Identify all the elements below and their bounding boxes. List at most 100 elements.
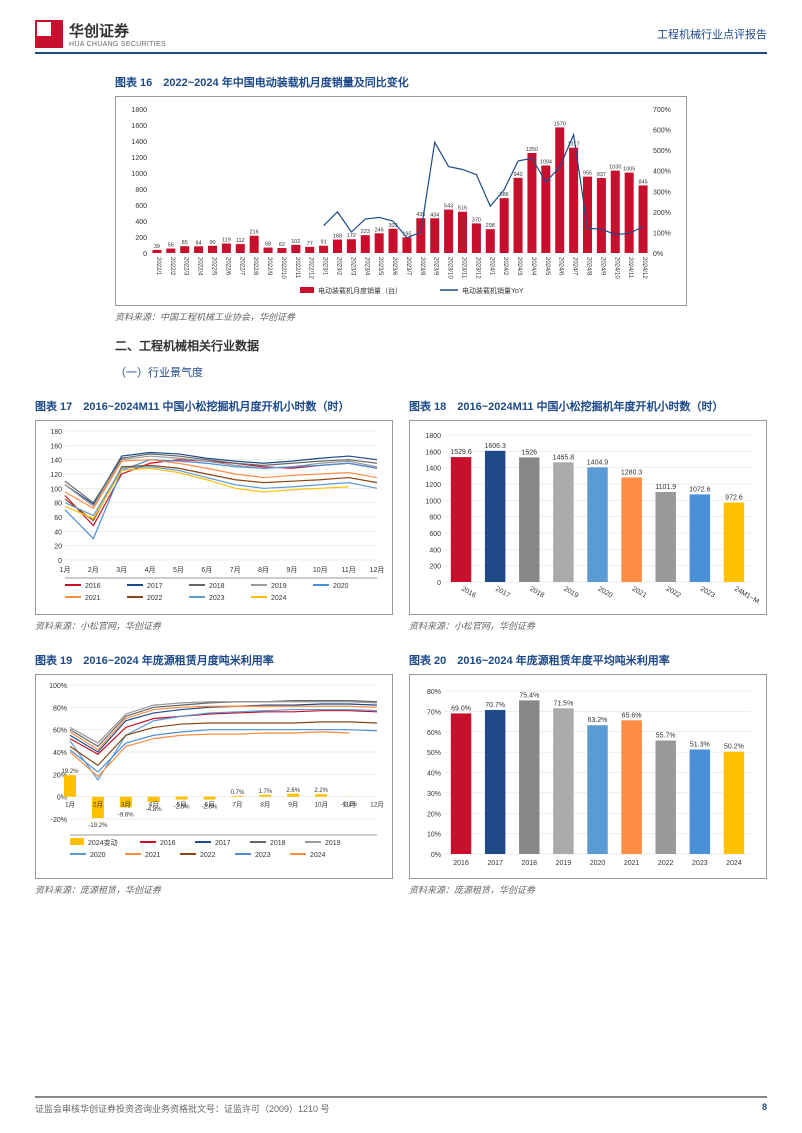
svg-text:30%: 30% — [427, 791, 441, 798]
svg-text:80%: 80% — [427, 689, 441, 696]
svg-text:电动装载机月度销量（台）: 电动装载机月度销量（台） — [318, 286, 402, 295]
svg-text:2023/6: 2023/6 — [391, 257, 397, 276]
svg-text:102: 102 — [291, 239, 300, 245]
svg-text:2021: 2021 — [624, 860, 640, 867]
svg-text:2023: 2023 — [692, 860, 708, 867]
chart20-source: 资料来源：庞源租赁，华创证券 — [409, 883, 767, 896]
svg-text:370: 370 — [472, 217, 481, 223]
svg-text:2021: 2021 — [145, 852, 161, 859]
svg-text:71.5%: 71.5% — [553, 700, 573, 707]
svg-text:2022/9: 2022/9 — [266, 257, 272, 276]
svg-text:1094: 1094 — [540, 159, 552, 165]
svg-text:2018: 2018 — [209, 583, 225, 590]
svg-text:20%: 20% — [427, 811, 441, 818]
chart19-title: 图表 19 2016~2024 年庞源租赁月度吨米利用率 — [35, 652, 393, 668]
svg-text:543: 543 — [444, 204, 453, 210]
svg-text:0: 0 — [58, 558, 62, 565]
chart17-title: 图表 17 2016~2024M11 中国小松挖掘机月度开机小时数（时） — [35, 398, 393, 414]
svg-text:2022: 2022 — [147, 595, 163, 602]
svg-text:298: 298 — [486, 223, 495, 229]
svg-text:2023/8: 2023/8 — [419, 257, 425, 276]
svg-text:40: 40 — [54, 529, 62, 536]
svg-text:2.6%: 2.6% — [286, 788, 300, 794]
svg-text:800: 800 — [135, 187, 147, 194]
svg-text:11月: 11月 — [342, 801, 355, 809]
svg-text:434: 434 — [430, 212, 439, 218]
svg-text:12月: 12月 — [370, 566, 385, 574]
svg-text:2023/1: 2023/1 — [322, 257, 328, 276]
svg-text:20: 20 — [54, 544, 62, 551]
svg-text:112: 112 — [236, 238, 245, 244]
svg-text:400: 400 — [429, 547, 441, 554]
svg-text:1404.9: 1404.9 — [587, 459, 609, 466]
svg-text:70%: 70% — [427, 709, 441, 716]
svg-text:2024/2: 2024/2 — [502, 257, 508, 276]
svg-text:85: 85 — [182, 240, 188, 246]
svg-text:68: 68 — [265, 242, 271, 248]
svg-text:9月: 9月 — [288, 801, 298, 809]
svg-text:2021: 2021 — [631, 586, 648, 600]
svg-text:55.7%: 55.7% — [656, 733, 676, 740]
svg-text:2020: 2020 — [90, 852, 106, 859]
svg-text:100%: 100% — [653, 230, 671, 237]
chart18: 0200400600800100012001400160018001529.62… — [409, 420, 767, 615]
svg-text:100: 100 — [50, 486, 62, 493]
chart16-title: 图表 16 2022~2024 年中国电动装载机月度销量及同比变化 — [115, 74, 687, 90]
svg-text:2024/5: 2024/5 — [544, 257, 550, 276]
svg-text:39: 39 — [154, 244, 160, 250]
chart20: 0%10%20%30%40%50%60%70%80%69.0%201670.7%… — [409, 674, 767, 879]
svg-text:2023: 2023 — [209, 595, 225, 602]
footer: 证监会审核华创证券投资咨询业务资格批文号：证监许可（2009）1210 号 8 — [35, 1096, 767, 1115]
svg-text:2023/3: 2023/3 — [349, 257, 355, 276]
svg-text:2019: 2019 — [325, 840, 341, 847]
svg-text:1529.6: 1529.6 — [450, 449, 472, 456]
svg-text:100%: 100% — [49, 683, 67, 690]
logo-cn: 华创证券 — [69, 20, 166, 41]
svg-text:2023/9: 2023/9 — [433, 257, 439, 276]
svg-text:2024/1: 2024/1 — [488, 257, 494, 276]
svg-text:2019: 2019 — [271, 583, 287, 590]
svg-text:845: 845 — [638, 179, 647, 185]
svg-text:1000: 1000 — [131, 171, 147, 178]
svg-text:6月: 6月 — [204, 801, 214, 809]
svg-text:62: 62 — [279, 242, 285, 248]
svg-text:2022/6: 2022/6 — [224, 257, 230, 276]
header-right: 工程机械行业点评报告 — [657, 26, 767, 42]
svg-text:1600: 1600 — [425, 449, 441, 456]
svg-text:2024/10: 2024/10 — [613, 257, 619, 279]
svg-text:7月: 7月 — [230, 566, 241, 574]
svg-text:2020: 2020 — [333, 583, 349, 590]
chart19: -20%0%20%40%60%80%100%19.2%-19.2%-9.6%-4… — [35, 674, 393, 879]
logo: 华创证券 HUA CHUANG SECURITIES — [35, 20, 166, 48]
svg-text:2022/7: 2022/7 — [238, 257, 244, 276]
chart19-source: 资料来源：庞源租赁，华创证券 — [35, 883, 393, 896]
svg-text:0: 0 — [437, 580, 441, 587]
svg-text:120: 120 — [50, 472, 62, 479]
svg-text:2024/8: 2024/8 — [586, 257, 592, 276]
svg-text:246: 246 — [375, 227, 384, 233]
svg-text:940: 940 — [513, 172, 522, 178]
svg-text:-19.2%: -19.2% — [88, 823, 108, 829]
svg-text:2020: 2020 — [597, 586, 614, 600]
svg-text:8月: 8月 — [258, 566, 269, 574]
svg-text:400: 400 — [135, 219, 147, 226]
svg-text:955: 955 — [583, 171, 592, 177]
svg-text:2024/6: 2024/6 — [558, 257, 564, 276]
svg-text:77: 77 — [307, 241, 313, 247]
svg-text:1526: 1526 — [521, 449, 537, 456]
svg-text:2022: 2022 — [665, 586, 682, 600]
svg-text:12月: 12月 — [370, 801, 384, 809]
svg-text:2017: 2017 — [487, 860, 503, 867]
svg-text:4月: 4月 — [149, 801, 159, 809]
svg-text:1280.3: 1280.3 — [621, 469, 643, 476]
svg-text:180: 180 — [50, 429, 62, 436]
svg-text:5月: 5月 — [177, 801, 187, 809]
svg-text:937: 937 — [597, 172, 606, 178]
chart16-source: 资料来源：中国工程机械工业协会，华创证券 — [115, 310, 687, 323]
svg-text:2022/4: 2022/4 — [197, 257, 203, 276]
svg-text:50%: 50% — [427, 750, 441, 757]
svg-text:1600: 1600 — [131, 123, 147, 130]
svg-text:516: 516 — [458, 206, 467, 212]
svg-text:70.7%: 70.7% — [485, 702, 505, 709]
svg-text:24M1~M11: 24M1~M11 — [733, 586, 759, 609]
